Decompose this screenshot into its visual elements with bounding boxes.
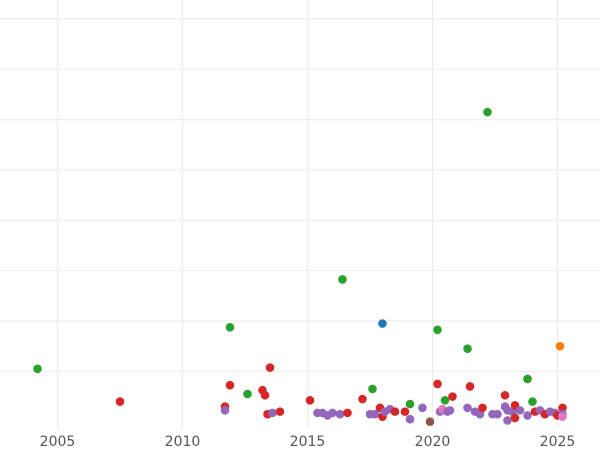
x-tick-label-0: 2005 (40, 434, 76, 450)
data-point-44 (463, 344, 472, 353)
data-point-70 (555, 341, 565, 351)
data-point-30 (390, 407, 400, 416)
data-point-12 (275, 407, 285, 416)
data-point-43 (448, 392, 457, 401)
data-point-13 (305, 396, 315, 405)
data-point-24 (370, 409, 380, 419)
data-point-32 (405, 399, 415, 409)
data-point-19 (338, 275, 347, 284)
data-point-0 (33, 364, 42, 374)
data-point-52 (493, 409, 502, 419)
x-tick-label-1: 2010 (165, 434, 201, 450)
data-points (33, 107, 567, 427)
data-point-26 (378, 319, 387, 328)
data-point-50 (483, 107, 492, 117)
data-point-20 (343, 408, 352, 418)
data-point-4 (225, 322, 235, 332)
data-point-17 (328, 408, 337, 418)
data-point-35 (425, 417, 435, 427)
data-point-31 (400, 407, 410, 416)
data-point-1 (115, 397, 125, 406)
data-point-3 (220, 406, 230, 415)
data-point-71 (558, 403, 567, 413)
gridlines (0, 0, 600, 428)
data-point-23 (368, 384, 377, 394)
data-point-46 (465, 382, 475, 391)
data-point-40 (440, 396, 450, 405)
data-point-18 (335, 409, 345, 419)
x-axis-tick-labels: 2005 2010 2015 2020 2025 (40, 434, 576, 450)
data-point-11 (268, 408, 277, 418)
data-point-61 (523, 374, 532, 384)
data-point-21 (358, 394, 367, 404)
data-point-5 (225, 380, 235, 390)
data-point-49 (478, 403, 487, 413)
data-point-73 (558, 412, 567, 421)
data-point-34 (418, 403, 427, 413)
data-point-37 (433, 379, 442, 389)
data-point-60 (515, 406, 525, 415)
data-point-6 (243, 389, 252, 399)
x-tick-label-3: 2020 (415, 434, 451, 450)
data-point-33 (405, 414, 415, 424)
data-point-10 (265, 363, 275, 372)
data-point-59 (510, 413, 520, 423)
data-point-45 (463, 403, 472, 413)
data-point-63 (528, 397, 537, 406)
data-point-42 (445, 406, 455, 415)
data-point-53 (500, 390, 510, 400)
x-tick-label-4: 2025 (540, 434, 576, 450)
data-point-56 (503, 416, 512, 425)
data-point-62 (523, 411, 532, 420)
x-tick-label-2: 2015 (290, 434, 326, 450)
data-point-36 (433, 325, 442, 335)
data-point-8 (260, 390, 270, 400)
